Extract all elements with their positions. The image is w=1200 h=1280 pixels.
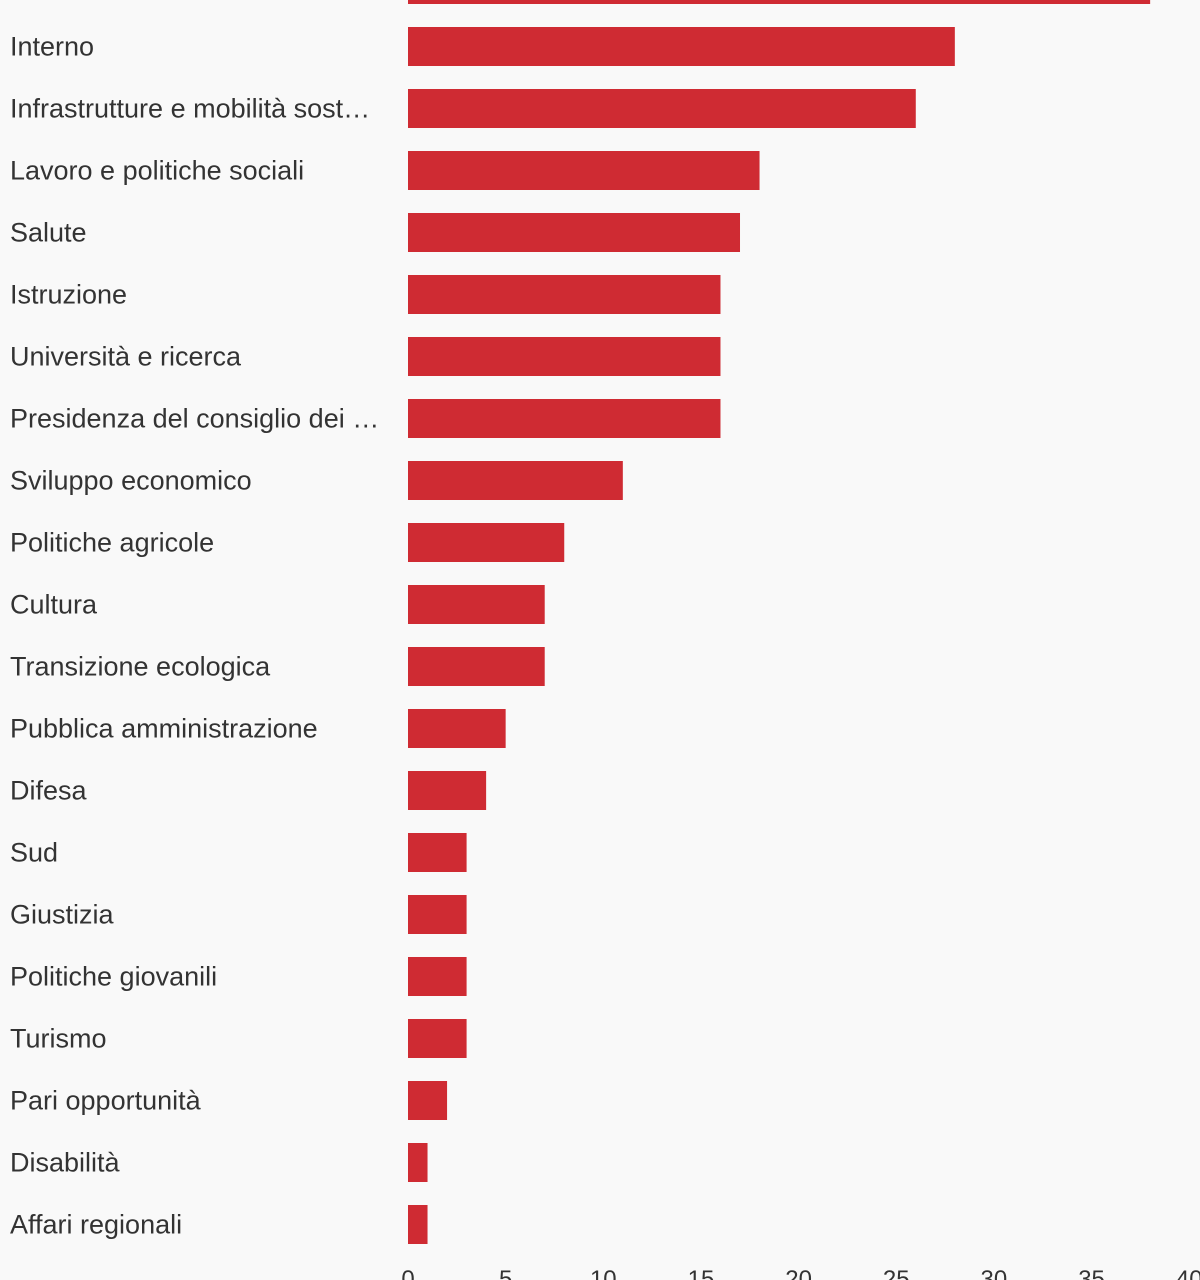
- bar: [408, 151, 760, 190]
- bar: [408, 337, 721, 376]
- bar: [408, 1143, 428, 1182]
- category-label: Difesa: [10, 776, 88, 806]
- category-label: Giustizia: [10, 900, 115, 930]
- category-label: Salute: [10, 218, 87, 248]
- bar: [408, 275, 721, 314]
- bar: [408, 399, 721, 438]
- category-label: Cultura: [10, 590, 98, 620]
- x-tick-label: 15: [688, 1266, 715, 1280]
- category-label: Infrastrutture e mobilità sost…: [10, 94, 370, 124]
- category-label: Politiche giovanili: [10, 962, 217, 992]
- category-label: Università e ricerca: [10, 342, 242, 372]
- bar: [408, 709, 506, 748]
- x-tick-label: 25: [883, 1266, 910, 1280]
- x-tick-label: 20: [785, 1266, 812, 1280]
- bar: [408, 1019, 467, 1058]
- category-label: Pari opportunità: [10, 1086, 202, 1116]
- x-axis-ticks: 0 5 10 15 20 25 30 35 40: [401, 1266, 1200, 1280]
- bar: [408, 895, 467, 934]
- x-tick-label: 0: [401, 1266, 414, 1280]
- category-label: Sud: [10, 838, 58, 868]
- bar: [408, 585, 545, 624]
- bar: [408, 647, 545, 686]
- category-labels: Interno Infrastrutture e mobilità sost… La…: [10, 32, 379, 1240]
- category-label: Affari regionali: [10, 1210, 182, 1240]
- bar: [408, 27, 955, 66]
- bar: [408, 957, 467, 996]
- x-tick-label: 10: [590, 1266, 617, 1280]
- bar: [408, 1081, 448, 1120]
- bar: [408, 461, 623, 500]
- bar: [408, 213, 741, 252]
- category-label: Politiche agricole: [10, 528, 214, 558]
- category-label: Disabilità: [10, 1148, 121, 1178]
- x-tick-label: 35: [1078, 1266, 1105, 1280]
- x-tick-label: 30: [981, 1266, 1008, 1280]
- bar: [408, 1205, 428, 1244]
- bar-partial-top: [408, 0, 1151, 4]
- category-label: Istruzione: [10, 280, 127, 310]
- category-label: Lavoro e politiche sociali: [10, 156, 304, 186]
- x-tick-label: 5: [499, 1266, 512, 1280]
- category-label: Presidenza del consiglio dei …: [10, 404, 379, 434]
- category-label: Turismo: [10, 1024, 107, 1054]
- category-label: Pubblica amministrazione: [10, 714, 318, 744]
- x-tick-label: 40: [1176, 1266, 1200, 1280]
- category-label: Transizione ecologica: [10, 652, 271, 682]
- bar: [408, 771, 487, 810]
- bar: [408, 833, 467, 872]
- bar: [408, 89, 916, 128]
- bars-layer: [408, 0, 1151, 1244]
- category-label: Interno: [10, 32, 94, 62]
- bar: [408, 523, 565, 562]
- category-label: Sviluppo economico: [10, 466, 252, 496]
